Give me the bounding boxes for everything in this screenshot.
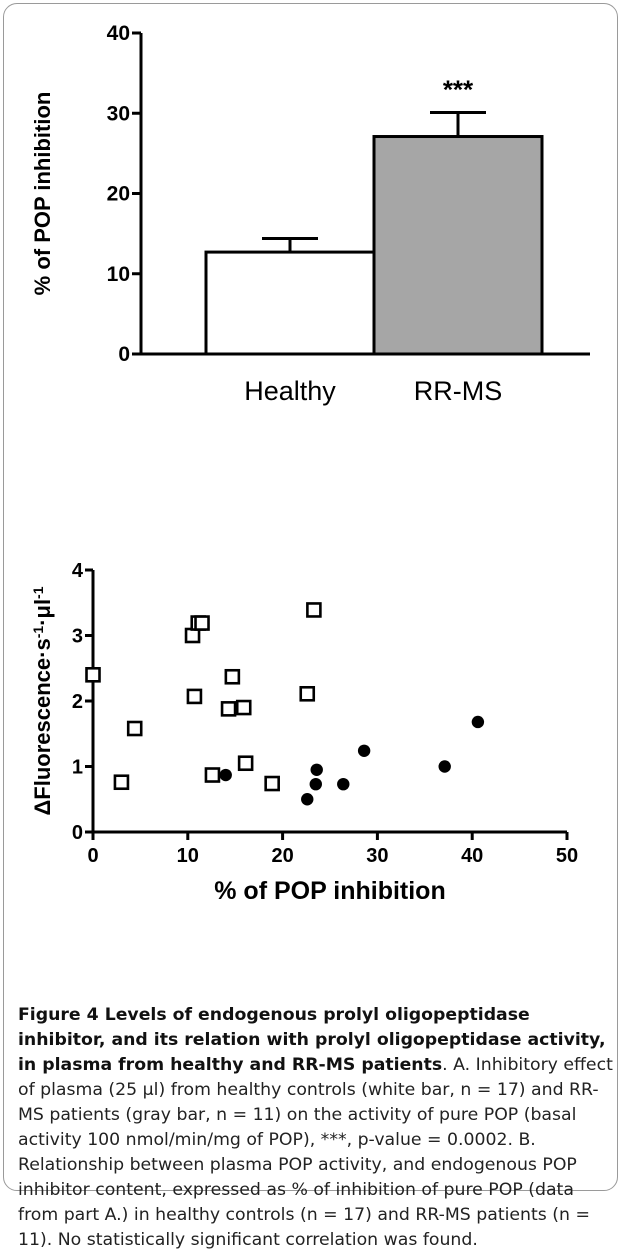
y-tick-label: 4 (72, 560, 84, 582)
bar-healthy (204, 250, 376, 356)
y-axis-label-part: -1 (30, 626, 46, 639)
y-tick-label: 30 (107, 102, 130, 125)
data-point-filled-circle (310, 763, 323, 776)
caption-title: Figure 4 Levels of endogenous prolyl oli… (18, 1005, 606, 1075)
data-point-filled-circle (309, 777, 322, 791)
y-tick-label: 10 (107, 263, 130, 286)
significance-annotation: *** (443, 74, 474, 104)
data-point-open-square (186, 688, 203, 705)
x-tick-label: 30 (366, 845, 388, 867)
data-point-open-square (306, 602, 322, 618)
y-axis-label-part: ΔFluorescence·s (30, 638, 55, 815)
y-tick-label: 20 (107, 183, 130, 206)
y-axis-label: ΔFluorescence·s-1·μl-1 (30, 586, 55, 815)
bar-chart: 0 10 20 30 40 Healthy RR-MS *** % of POP inhibit… (30, 22, 590, 406)
y-axis-label-part: -1 (30, 586, 46, 599)
data-point-open-square (237, 755, 254, 772)
data-point-filled-circle (357, 744, 371, 757)
data-point-open-square (194, 615, 210, 631)
figure-frame (3, 3, 618, 1191)
data-point-filled-circle (301, 793, 314, 806)
data-point-open-square (204, 767, 221, 783)
x-tick-label: 10 (177, 845, 199, 867)
data-point-open-square (264, 775, 280, 792)
y-axis-label: % of POP inhibition (30, 92, 55, 296)
data-point-open-square (184, 627, 201, 644)
data-point-open-square (235, 699, 252, 716)
bar-chart-labels: 0 10 20 30 40 Healthy RR-MS *** % of POP inhibit… (30, 22, 502, 406)
y-tick-label: 0 (118, 343, 130, 366)
data-point-open-square (220, 701, 237, 717)
y-axis-label-part: ·μl (30, 599, 55, 626)
data-point-open-square (85, 667, 101, 683)
x-tick-label: 40 (461, 845, 483, 867)
bar-chart-bars (204, 110, 544, 356)
data-point-open-square (126, 720, 143, 737)
bar-rr-ms (372, 135, 544, 356)
category-label: Healthy (244, 376, 336, 406)
data-point-open-square (113, 774, 130, 791)
scatter-plot-axes (85, 568, 569, 840)
y-tick-label: 2 (72, 691, 83, 713)
x-axis-label: % of POP inhibition (214, 877, 445, 905)
data-point-filled-circle (471, 715, 485, 729)
y-tick-label: 3 (72, 626, 83, 648)
x-tick-label: 20 (271, 845, 293, 867)
figure-caption: Figure 4 Levels of endogenous prolyl oli… (18, 1003, 616, 1253)
y-tick-label: 0 (72, 822, 83, 844)
x-tick-label: 0 (87, 845, 98, 867)
x-tick-label: 50 (556, 845, 578, 867)
y-tick-label: 1 (72, 757, 83, 779)
caption-body: . A. Inhibitory effect of plasma (25 μl)… (18, 1055, 613, 1250)
category-label: RR-MS (414, 376, 503, 406)
data-point-open-square (224, 668, 241, 685)
y-tick-label: 40 (107, 22, 130, 45)
scatter-plot-points (85, 602, 485, 806)
data-point-filled-circle (219, 768, 232, 782)
data-point-filled-circle (337, 777, 350, 791)
data-point-filled-circle (438, 760, 451, 773)
data-point-open-square (299, 685, 316, 702)
